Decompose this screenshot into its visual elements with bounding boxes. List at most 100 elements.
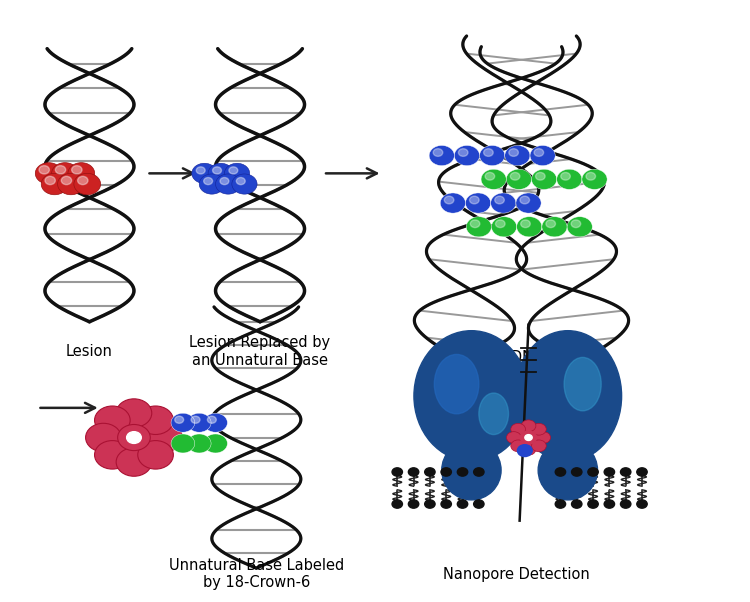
Circle shape [392,500,403,508]
Circle shape [192,163,217,184]
Circle shape [52,163,78,184]
Circle shape [212,167,221,174]
Circle shape [555,468,566,476]
Circle shape [572,468,582,476]
Circle shape [588,468,598,476]
Circle shape [481,169,506,190]
Circle shape [86,423,122,452]
Circle shape [491,217,517,237]
Text: Unnatural Base Labeled
by 18-Crown-6: Unnatural Base Labeled by 18-Crown-6 [169,558,344,591]
Circle shape [572,220,580,228]
Ellipse shape [442,441,501,500]
Circle shape [454,146,479,166]
Circle shape [534,149,544,157]
Circle shape [506,169,532,190]
Circle shape [94,441,130,469]
Circle shape [484,149,494,157]
Ellipse shape [434,355,478,414]
Text: Lesion Replaced by
an Unnatural Base: Lesion Replaced by an Unnatural Base [190,335,331,368]
Text: Lesion: Lesion [66,344,113,359]
Circle shape [620,500,631,508]
Circle shape [536,432,550,444]
Text: Amplified DNA with an
Unnatural Base Pair: Amplified DNA with an Unnatural Base Pai… [437,350,602,382]
Circle shape [188,434,211,453]
Circle shape [517,217,542,237]
Circle shape [138,441,173,469]
Circle shape [546,220,556,228]
Circle shape [521,420,536,432]
Circle shape [511,440,526,452]
Circle shape [77,176,88,185]
Circle shape [408,468,419,476]
Circle shape [518,445,532,456]
Circle shape [586,172,596,180]
Circle shape [200,174,224,194]
Circle shape [637,500,647,508]
Circle shape [561,172,570,180]
Circle shape [458,149,468,157]
Circle shape [525,435,532,441]
Circle shape [147,423,182,452]
Circle shape [58,173,84,194]
Circle shape [530,146,555,166]
Circle shape [485,172,495,180]
Circle shape [466,217,491,237]
Circle shape [41,173,68,194]
Circle shape [496,220,505,228]
Circle shape [72,166,82,174]
Circle shape [204,413,227,432]
Circle shape [56,166,66,174]
Circle shape [555,500,566,508]
Circle shape [604,500,614,508]
Circle shape [532,169,556,190]
Circle shape [229,167,238,174]
Circle shape [171,413,195,432]
Circle shape [505,146,530,166]
Circle shape [440,193,466,213]
Circle shape [236,178,245,185]
Circle shape [466,193,490,213]
Circle shape [424,500,435,508]
Circle shape [94,406,130,435]
Circle shape [118,424,150,451]
Circle shape [604,468,614,476]
Ellipse shape [564,358,602,411]
Circle shape [232,174,257,194]
Circle shape [39,166,50,174]
Circle shape [479,146,505,166]
Circle shape [567,217,592,237]
Circle shape [116,448,152,476]
Circle shape [620,468,631,476]
Circle shape [520,431,537,444]
Circle shape [35,163,62,184]
Circle shape [582,169,608,190]
Text: Nanopore Detection: Nanopore Detection [442,566,590,582]
Circle shape [204,178,212,185]
Circle shape [495,196,504,204]
Circle shape [441,500,452,508]
Ellipse shape [514,330,622,461]
Circle shape [542,217,567,237]
Circle shape [441,468,452,476]
Circle shape [532,440,546,452]
Circle shape [62,176,72,185]
Circle shape [127,432,141,444]
Circle shape [444,196,454,204]
Ellipse shape [414,330,529,461]
Circle shape [474,468,484,476]
Circle shape [215,174,241,194]
Circle shape [74,173,100,194]
Circle shape [220,178,229,185]
Circle shape [521,444,536,455]
Circle shape [458,468,468,476]
Circle shape [511,423,526,435]
Circle shape [506,432,521,444]
Circle shape [516,193,542,213]
Circle shape [532,423,546,435]
Circle shape [224,163,250,184]
Circle shape [138,406,173,435]
Circle shape [429,146,454,166]
Circle shape [470,220,480,228]
Circle shape [208,163,233,184]
Circle shape [433,149,442,157]
